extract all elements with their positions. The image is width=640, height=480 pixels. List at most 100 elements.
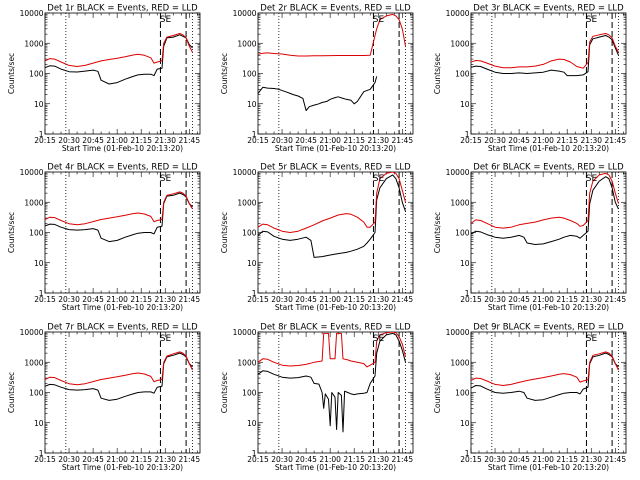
y-axis-ticks xyxy=(257,12,413,135)
y-tick-label: 1000 xyxy=(237,39,256,48)
se-marker-label: SE xyxy=(160,174,172,184)
x-tick-label: 21:15 xyxy=(343,136,365,145)
series-line-lld xyxy=(471,351,619,386)
x-tick-label: 20:30 xyxy=(271,455,293,464)
x-tick-label: 20:15 xyxy=(460,295,482,304)
series-line-lld xyxy=(258,172,406,233)
x-tick-label: 21:30 xyxy=(154,455,176,464)
y-tick-label: 10000 xyxy=(233,168,257,177)
y-tick-label: 100 xyxy=(455,70,470,79)
y-tick-label: 10 xyxy=(34,419,44,428)
y-tick-label: 100 xyxy=(242,70,257,79)
series-line-lld xyxy=(471,172,619,229)
y-tick-label: 1000 xyxy=(450,198,469,207)
x-tick-label: 21:30 xyxy=(367,455,389,464)
x-tick-label: 21:15 xyxy=(130,136,152,145)
x-tick-label: 21:45 xyxy=(178,136,200,145)
panel-title: Det 1r BLACK = Events, RED = LLD xyxy=(47,4,198,14)
se-marker-label: SE xyxy=(373,174,385,184)
x-tick-label: 21:15 xyxy=(556,136,578,145)
y-axis-label: Counts/sec xyxy=(7,53,16,94)
x-tick-label: 20:30 xyxy=(271,136,293,145)
x-tick-label: 21:45 xyxy=(391,455,413,464)
series-line-lld xyxy=(45,191,193,226)
y-tick-label: 100 xyxy=(455,229,470,238)
panel-title: Det 2r BLACK = Events, RED = LLD xyxy=(260,4,411,14)
x-tick-label: 20:45 xyxy=(82,136,104,145)
x-tick-label: 21:00 xyxy=(532,455,554,464)
y-axis-label: Counts/sec xyxy=(7,372,16,413)
x-tick-label: 21:30 xyxy=(367,136,389,145)
x-tick-label: 21:45 xyxy=(391,295,413,304)
series-group xyxy=(258,13,406,111)
y-axis-ticks xyxy=(470,331,626,454)
x-tick-label: 21:00 xyxy=(319,455,341,464)
x-tick-label: 20:45 xyxy=(508,136,530,145)
x-tick-label: 21:30 xyxy=(154,136,176,145)
series-line-events xyxy=(258,332,406,433)
series-group xyxy=(258,172,406,258)
plot-frame xyxy=(257,12,414,135)
x-tick-label: 20:15 xyxy=(34,295,56,304)
y-tick-label: 1000 xyxy=(24,358,43,367)
y-tick-label: 10 xyxy=(34,100,44,109)
x-tick-label: 20:45 xyxy=(82,455,104,464)
x-tick-label: 20:45 xyxy=(82,295,104,304)
y-tick-label: 1 xyxy=(252,130,257,139)
panel-title: Det 7r BLACK = Events, RED = LLD xyxy=(47,323,198,333)
x-tick-label: 20:30 xyxy=(58,455,80,464)
x-tick-label: 21:30 xyxy=(580,295,602,304)
x-axis-label: Start Time (01-Feb-10 20:13:20) xyxy=(275,144,396,153)
x-tick-label: 20:30 xyxy=(484,295,506,304)
panel: Det 9r BLACK = Events, RED = LLD 1 10 100 10… xyxy=(433,323,627,472)
y-tick-label: 100 xyxy=(29,229,44,238)
x-tick-label: 21:00 xyxy=(106,455,128,464)
x-tick-label: 20:30 xyxy=(271,295,293,304)
x-tick-label: 21:00 xyxy=(106,136,128,145)
x-tick-label: 21:45 xyxy=(178,455,200,464)
y-axis-label: Counts/sec xyxy=(220,372,229,413)
x-tick-label: 20:30 xyxy=(484,455,506,464)
y-tick-label: 10 xyxy=(460,419,470,428)
y-axis-ticks xyxy=(44,12,200,135)
x-tick-label: 20:15 xyxy=(460,455,482,464)
y-axis-label: Counts/sec xyxy=(7,212,16,253)
y-axis-ticks xyxy=(44,171,200,294)
y-tick-label: 1 xyxy=(252,449,257,458)
series-line-events xyxy=(45,352,193,401)
x-tick-label: 21:45 xyxy=(391,136,413,145)
y-tick-label: 1000 xyxy=(237,198,256,207)
x-axis-label: Start Time (01-Feb-10 20:13:20) xyxy=(62,463,183,472)
y-tick-label: 100 xyxy=(29,389,44,398)
series-group xyxy=(471,33,619,77)
x-tick-label: 20:45 xyxy=(508,455,530,464)
y-tick-label: 10000 xyxy=(20,328,44,337)
x-tick-label: 20:15 xyxy=(34,455,56,464)
y-axis-ticks xyxy=(44,331,200,454)
series-line-lld xyxy=(471,33,619,69)
y-tick-label: 100 xyxy=(29,70,44,79)
panel: Det 6r BLACK = Events, RED = LLD 1 10 100 10… xyxy=(433,163,627,312)
x-tick-label: 21:15 xyxy=(130,455,152,464)
y-tick-label: 10 xyxy=(34,259,44,268)
x-axis-label: Start Time (01-Feb-10 20:13:20) xyxy=(488,144,609,153)
x-tick-label: 21:45 xyxy=(604,455,626,464)
x-tick-label: 21:15 xyxy=(343,295,365,304)
panel-title: Det 9r BLACK = Events, RED = LLD xyxy=(473,323,624,333)
panel: Det 1r BLACK = Events, RED = LLD 1 10 100 10… xyxy=(7,4,201,153)
x-tick-label: 21:30 xyxy=(580,136,602,145)
x-tick-label: 20:45 xyxy=(295,455,317,464)
x-tick-label: 21:00 xyxy=(532,295,554,304)
y-tick-label: 1000 xyxy=(450,358,469,367)
y-tick-label: 10000 xyxy=(233,328,257,337)
panel-title: Det 5r BLACK = Events, RED = LLD xyxy=(260,163,411,173)
x-tick-label: 21:15 xyxy=(343,455,365,464)
panel: Det 8r BLACK = Events, RED = LLD 1 10 100 10… xyxy=(220,323,414,472)
panel: Det 2r BLACK = Events, RED = LLD 1 10 100 10… xyxy=(220,4,414,153)
plot-frame xyxy=(470,171,627,294)
y-axis-label: Counts/sec xyxy=(220,212,229,253)
x-tick-label: 20:30 xyxy=(58,136,80,145)
plot-frame xyxy=(257,171,414,294)
y-axis-ticks xyxy=(257,331,413,454)
series-line-lld xyxy=(258,332,406,368)
